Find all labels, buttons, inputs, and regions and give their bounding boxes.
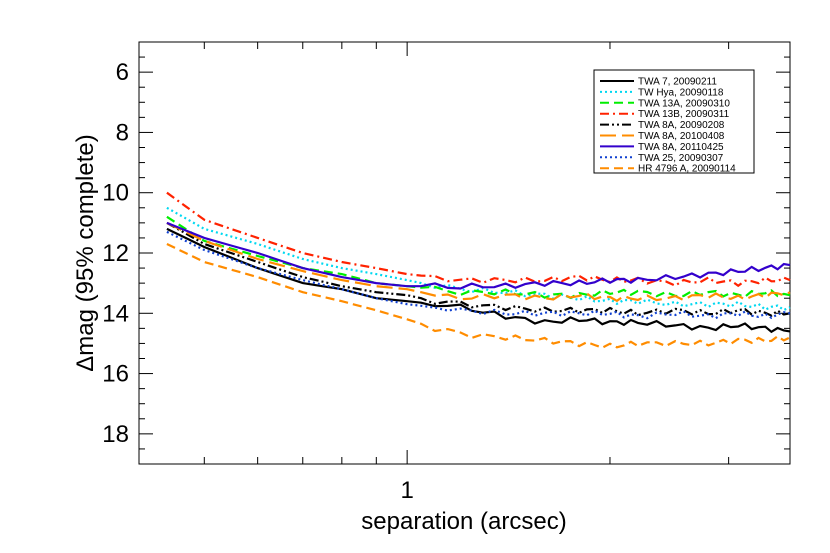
series-line-8 (166, 230, 791, 320)
y-tick-label: 10 (102, 180, 129, 207)
series-line-4 (166, 191, 791, 288)
legend-box (593, 69, 755, 174)
y-tick-label: 6 (116, 59, 129, 86)
series-line-2 (166, 206, 791, 312)
series-layer (166, 191, 791, 349)
legend-entry: TW Hya, 20090118 (638, 87, 724, 98)
series-line-1 (166, 227, 791, 334)
legend-entry: TWA 8A, 20100408 (638, 131, 725, 142)
series-line-5 (166, 221, 791, 317)
series-line-3 (166, 215, 791, 300)
legend-entry: TWA 25, 20090307 (638, 153, 724, 164)
legend-entry: TWA 13B, 20090311 (638, 109, 730, 120)
axis-ticks: 6 8 10 12 14 16 18 1 (102, 42, 790, 504)
series-line-6 (166, 221, 791, 303)
legend-entry: TWA 8A, 20090208 (638, 120, 725, 131)
legend-entry: HR 4796 A, 20090114 (638, 164, 736, 175)
y-tick-label: 14 (102, 300, 129, 327)
series-line-7 (166, 221, 791, 290)
x-tick-label: 1 (400, 477, 413, 504)
y-tick-label: 18 (102, 421, 129, 448)
series-line-9 (166, 243, 791, 349)
y-tick-label: 16 (102, 361, 129, 388)
y-tick-label: 8 (116, 119, 129, 146)
legend-entry: TWA 8A, 20110425 (638, 142, 724, 153)
legend-entry: TWA 7, 20090211 (638, 77, 717, 88)
y-axis-title: Δmag (95% complete) (72, 134, 99, 371)
legend-entry: TWA 13A, 20090310 (638, 98, 730, 109)
x-axis-title: separation (arcsec) (361, 508, 566, 535)
y-tick-label: 12 (102, 240, 129, 267)
